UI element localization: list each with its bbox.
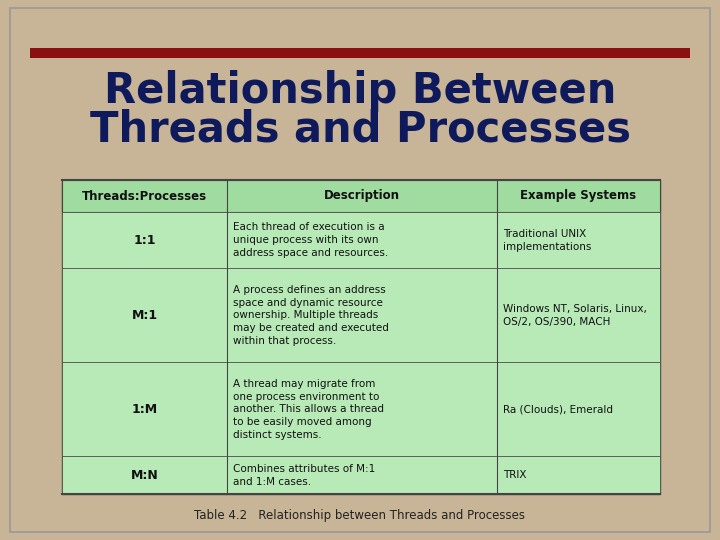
Text: Threads:Processes: Threads:Processes bbox=[82, 190, 207, 202]
Text: 1:1: 1:1 bbox=[133, 234, 156, 247]
Text: Description: Description bbox=[324, 190, 400, 202]
Text: Windows NT, Solaris, Linux,
OS/2, OS/390, MACH: Windows NT, Solaris, Linux, OS/2, OS/390… bbox=[503, 304, 647, 327]
Bar bbox=[30, 48, 690, 58]
Text: Threads and Processes: Threads and Processes bbox=[89, 108, 631, 150]
Bar bbox=[62, 268, 660, 362]
Text: Ra (Clouds), Emerald: Ra (Clouds), Emerald bbox=[503, 404, 613, 414]
Text: Traditional UNIX
implementations: Traditional UNIX implementations bbox=[503, 229, 591, 252]
Bar bbox=[62, 212, 660, 268]
Text: Relationship Between: Relationship Between bbox=[104, 70, 616, 112]
Text: M:1: M:1 bbox=[132, 309, 158, 322]
Bar bbox=[62, 180, 660, 494]
Text: Combines attributes of M:1
and 1:M cases.: Combines attributes of M:1 and 1:M cases… bbox=[233, 464, 375, 487]
Text: A process defines an address
space and dynamic resource
ownership. Multiple thre: A process defines an address space and d… bbox=[233, 285, 389, 346]
Text: Each thread of execution is a
unique process with its own
address space and reso: Each thread of execution is a unique pro… bbox=[233, 222, 388, 258]
Bar bbox=[62, 180, 660, 212]
Text: A thread may migrate from
one process environment to
another. This allows a thre: A thread may migrate from one process en… bbox=[233, 379, 384, 440]
Bar bbox=[62, 456, 660, 494]
Text: 1:M: 1:M bbox=[132, 403, 158, 416]
Bar bbox=[62, 362, 660, 456]
Text: M:N: M:N bbox=[130, 469, 158, 482]
Text: TRIX: TRIX bbox=[503, 470, 526, 480]
Text: Example Systems: Example Systems bbox=[521, 190, 636, 202]
Text: Table 4.2   Relationship between Threads and Processes: Table 4.2 Relationship between Threads a… bbox=[194, 510, 526, 523]
